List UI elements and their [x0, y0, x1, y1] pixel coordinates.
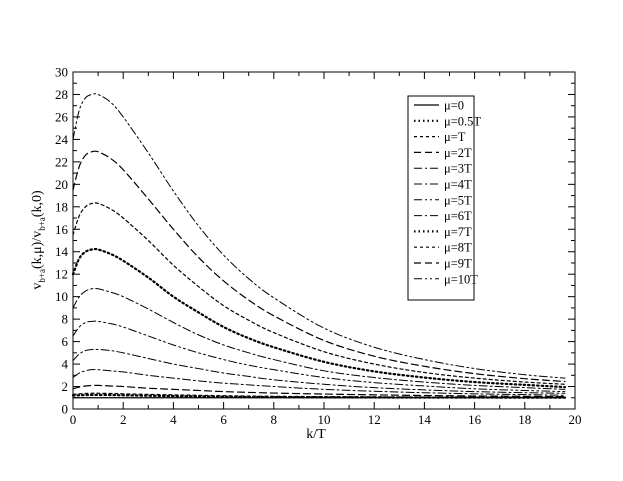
y-tick-label-2: 4: [62, 357, 69, 372]
y-axis-label-sub1: b+a: [37, 269, 47, 283]
series-line-8: [71, 247, 567, 389]
legend-label-1: μ=0.5T: [444, 114, 481, 128]
legend-label-10: μ=9T: [444, 257, 472, 271]
y-axis-label-v1: v: [30, 283, 45, 290]
series-line-7: [72, 287, 566, 390]
legend-label-8: μ=7T: [444, 225, 472, 239]
y-tick-label-1: 2: [62, 379, 69, 394]
y-axis-label-mid: (k,μ)/v: [30, 231, 45, 269]
series-line-6: [72, 320, 566, 393]
x-tick-label-2: 4: [170, 412, 177, 427]
legend-label-0: μ=0: [444, 99, 464, 113]
legend-label-2: μ=T: [444, 130, 466, 144]
series-line-2: [72, 392, 566, 398]
legend-label-4: μ=3T: [444, 162, 472, 176]
series-line-1: [71, 393, 567, 399]
series-layer: [71, 93, 567, 399]
x-tick-label-4: 8: [271, 412, 278, 427]
series-line-9: [72, 202, 566, 385]
series-line-3: [72, 384, 566, 398]
y-tick-label-9: 18: [55, 199, 68, 214]
series-line-4: [72, 369, 566, 396]
y-axis-label-end: (k,0): [30, 190, 45, 217]
y-tick-label-3: 6: [62, 334, 69, 349]
y-axis-label: vb+a(k,μ)/vb+a(k,0): [30, 190, 47, 290]
x-tick-label-8: 16: [468, 412, 482, 427]
y-tick-label-15: 30: [55, 65, 68, 80]
series-line-11: [72, 93, 566, 379]
x-tick-label-0: 0: [70, 412, 77, 427]
x-tick-label-5: 10: [318, 412, 331, 427]
y-tick-label-7: 14: [55, 244, 69, 259]
y-tick-label-0: 0: [62, 402, 69, 417]
y-tick-label-11: 22: [55, 154, 68, 169]
y-tick-label-12: 24: [55, 132, 69, 147]
legend-label-7: μ=6T: [444, 209, 472, 223]
y-tick-label-8: 16: [55, 222, 69, 237]
y-tick-label-14: 28: [55, 87, 68, 102]
x-axis-label: k/T: [306, 427, 326, 442]
legend-label-3: μ=2T: [444, 146, 472, 160]
y-tick-label-10: 20: [55, 177, 68, 192]
legend-label-9: μ=8T: [444, 241, 472, 255]
y-tick-label-6: 12: [55, 267, 68, 282]
series-line-10: [72, 150, 566, 383]
y-axis-label-sub2: b+a: [37, 217, 47, 231]
x-tick-label-9: 18: [518, 412, 531, 427]
x-tick-label-7: 14: [418, 412, 432, 427]
legend-box: [407, 95, 475, 301]
legend-label-6: μ=5T: [444, 193, 472, 207]
x-tick-label-6: 12: [368, 412, 381, 427]
series-line-5: [72, 348, 566, 394]
x-tick-label-1: 2: [120, 412, 127, 427]
y-tick-label-5: 10: [55, 289, 68, 304]
legend-label-5: μ=4T: [444, 178, 472, 192]
y-tick-label-13: 26: [55, 109, 69, 124]
y-tick-label-4: 8: [62, 312, 69, 327]
axis-ticks: 0 2 4 6 8 10 12 14 16 18 2002468101214161820222426…: [55, 65, 582, 428]
legend-label-11: μ=10T: [444, 272, 478, 286]
x-tick-label-10: 20: [569, 412, 582, 427]
legend: μ=0μ=0.5T μ=T μ=2T μ=3T μ=4Tμ=5T μ=6T μ=7T μ=8T…: [407, 95, 481, 301]
x-tick-label-3: 6: [220, 412, 227, 427]
